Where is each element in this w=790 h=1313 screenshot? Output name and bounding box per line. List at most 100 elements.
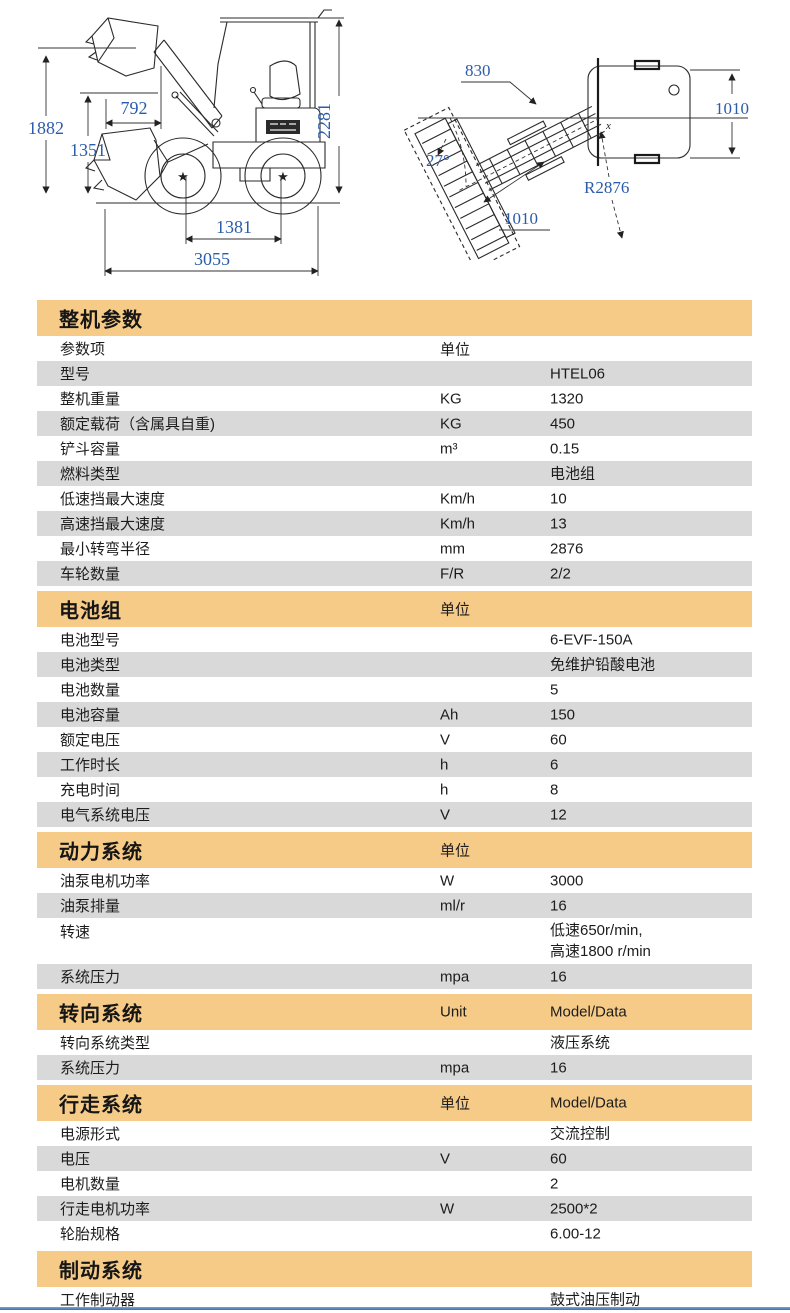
dim-bucket-width: 1010	[504, 209, 538, 228]
spec-label: 整机重量	[60, 391, 121, 408]
spec-value-line1: 0.15	[550, 440, 580, 457]
section-rows: 参数项 单位 型号 HTEL06 整机重量 KG 1320 额定载荷（含属具自重…	[37, 336, 752, 586]
spec-row: 电池数量 5	[37, 677, 752, 702]
spec-value-line1: 3000	[550, 872, 584, 889]
section-title: 整机参数	[59, 309, 143, 332]
spec-value-line1: 12	[550, 806, 567, 823]
spec-row: 转速 低速650r/min, 高速1800 r/min	[37, 918, 752, 964]
spec-value: 2	[550, 1173, 558, 1194]
section-unit-header: Unit	[440, 1003, 467, 1021]
spec-value-line1: 液压系统	[550, 1034, 611, 1051]
spec-value: 16	[550, 895, 567, 916]
spec-value-line2: 高速1800 r/min	[550, 943, 651, 960]
spec-unit: W	[440, 872, 455, 889]
section-value-header: Model/Data	[550, 1094, 627, 1112]
spec-value: 150	[550, 704, 575, 725]
spec-row: 型号 HTEL06	[37, 361, 752, 386]
spec-label: 轮胎规格	[60, 1226, 121, 1243]
spec-value: 低速650r/min, 高速1800 r/min	[550, 920, 651, 962]
section-title: 动力系统	[59, 841, 143, 864]
spec-row: 燃料类型 电池组	[37, 461, 752, 486]
spec-row: 工作时长 h 6	[37, 752, 752, 777]
spec-label: 电池型号	[60, 632, 121, 649]
spec-unit: KG	[440, 390, 462, 407]
dim-body-width: 1010	[715, 99, 749, 118]
spec-value-line1: 13	[550, 515, 567, 532]
spec-label: 最小转弯半径	[60, 541, 151, 558]
spec-row: 电气系统电压 V 12	[37, 802, 752, 827]
spec-value-line1: 6-EVF-150A	[550, 631, 633, 648]
spec-label: 工作时长	[60, 757, 121, 774]
spec-label: 转速	[60, 924, 91, 941]
spec-label: 转向系统类型	[60, 1035, 151, 1052]
dim-dump-height: 1351	[70, 140, 106, 160]
section-title: 电池组	[59, 600, 122, 623]
spec-label: 参数项	[60, 341, 106, 358]
spec-value-line1: 60	[550, 1150, 567, 1167]
spec-value: 450	[550, 413, 575, 434]
section-header: 行走系统 单位 Model/Data	[37, 1085, 752, 1121]
section-header: 整机参数	[37, 300, 752, 336]
spec-row: 油泵排量 ml/r 16	[37, 893, 752, 918]
spec-value-line1: HTEL06	[550, 365, 606, 382]
spec-label: 行走电机功率	[60, 1201, 151, 1218]
spec-row: 参数项 单位	[37, 336, 752, 361]
spec-label: 电气系统电压	[60, 807, 151, 824]
spec-unit: KG	[440, 415, 462, 432]
spec-section: 行走系统 单位 Model/Data 电源形式 交流控制 电压 V 60 电机数…	[37, 1085, 752, 1246]
spec-row: 系统压力 mpa 16	[37, 1055, 752, 1080]
spec-unit: V	[440, 731, 451, 748]
spec-unit: ml/r	[440, 897, 465, 914]
spec-row: 电机数量 2	[37, 1171, 752, 1196]
spec-row: 电池容量 Ah 150	[37, 702, 752, 727]
top-view-dimensions: 830 1010 27° R2876 1010	[426, 61, 749, 239]
loader-top-art: x	[403, 58, 748, 260]
dim-front-frame-width: 830	[465, 61, 491, 80]
spec-value: 鼓式油压制动	[550, 1289, 640, 1310]
spec-label: 系统压力	[60, 969, 121, 986]
spec-unit: h	[440, 756, 449, 773]
section-unit-header: 单位	[440, 601, 471, 619]
spec-row: 整机重量 KG 1320	[37, 386, 752, 411]
spec-unit: mpa	[440, 968, 470, 985]
spec-value-line1: 2876	[550, 540, 584, 557]
section-header: 制动系统	[37, 1251, 752, 1287]
spec-value: 6.00-12	[550, 1223, 601, 1244]
spec-row: 工作制动器 鼓式油压制动	[37, 1287, 752, 1312]
spec-unit: mpa	[440, 1059, 470, 1076]
section-header: 转向系统 Unit Model/Data	[37, 994, 752, 1030]
spec-row: 铲斗容量 m³ 0.15	[37, 436, 752, 461]
spec-label: 电池容量	[60, 707, 121, 724]
spec-row: 电压 V 60	[37, 1146, 752, 1171]
spec-label: 充电时间	[60, 782, 121, 799]
spec-label: 电池数量	[60, 682, 121, 699]
section-title: 制动系统	[59, 1260, 143, 1283]
spec-value-line1: 450	[550, 415, 576, 432]
section-rows: 转向系统类型 液压系统 系统压力 mpa 16	[37, 1030, 752, 1080]
top-view-drawing: x 830	[403, 58, 749, 260]
spec-value: 3000	[550, 870, 583, 891]
section-value-header: Model/Data	[550, 1003, 627, 1021]
dim-dump-reach: 792	[121, 98, 148, 118]
spec-row: 电源形式 交流控制	[37, 1121, 752, 1146]
spec-row: 额定载荷（含属具自重) KG 450	[37, 411, 752, 436]
spec-value-line1: 电池组	[550, 465, 596, 482]
spec-row: 轮胎规格 6.00-12	[37, 1221, 752, 1246]
spec-unit: h	[440, 781, 449, 798]
spec-row: 充电时间 h 8	[37, 777, 752, 802]
svg-text:★: ★	[277, 170, 289, 185]
spec-value-line1: 10	[550, 490, 567, 507]
spec-row: 电池型号 6-EVF-150A	[37, 627, 752, 652]
spec-value: 8	[550, 779, 558, 800]
spec-unit: m³	[440, 440, 458, 457]
spec-value-line1: 鼓式油压制动	[550, 1291, 641, 1308]
section-header: 动力系统 单位	[37, 832, 752, 868]
spec-value: 2/2	[550, 563, 571, 584]
spec-unit: W	[440, 1200, 455, 1217]
spec-label: 铲斗容量	[60, 441, 121, 458]
spec-value-line1: 5	[550, 681, 559, 698]
spec-value-line1: 交流控制	[550, 1125, 611, 1142]
spec-label: 电池类型	[60, 657, 121, 674]
spec-value-line1: 免维护铅酸电池	[550, 656, 656, 673]
